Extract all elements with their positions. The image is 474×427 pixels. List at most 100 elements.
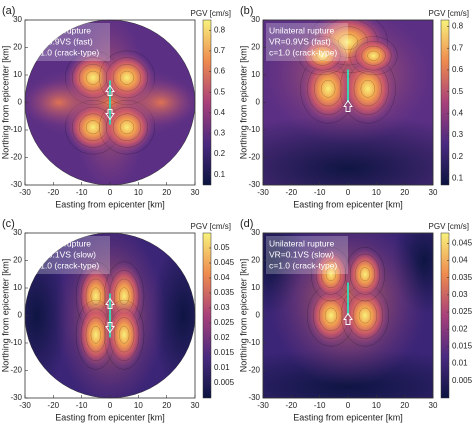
y-tick-label: 30 — [251, 228, 260, 237]
colorbar-tick-label: 0.02 — [214, 333, 230, 342]
arrow — [343, 99, 353, 112]
contour-line — [112, 64, 142, 92]
contour-line — [367, 50, 380, 61]
colorbar-tick-label: 0.04 — [452, 256, 468, 265]
annotation: Bilateral rupture — [31, 25, 91, 35]
colorbar-tick-label: 0.03 — [452, 290, 468, 299]
colorbar-label: PGV [cm/s] — [429, 222, 469, 231]
field-lobe — [25, 79, 95, 126]
x-tick-label: -10 — [76, 188, 88, 197]
y-tick-label: 20 — [251, 43, 260, 52]
y-axis-label: Northing from epicenter [km] — [238, 259, 248, 373]
contour-line — [114, 317, 135, 353]
y-tick-label: 20 — [13, 256, 22, 265]
colorbar-tick-label: 0.8 — [214, 25, 226, 34]
contour-line — [355, 41, 392, 71]
colorbar-tick-label: 0.7 — [452, 43, 464, 52]
y-tick-label: 10 — [13, 283, 22, 292]
x-tick-label: -20 — [286, 401, 298, 410]
y-tick-label: 20 — [251, 256, 260, 265]
y-axis-label: Northing from epicenter [km] — [238, 46, 248, 160]
y-tick-label: 10 — [13, 70, 22, 79]
colorbar — [440, 232, 450, 399]
panel-label: (c) — [2, 218, 15, 230]
y-tick-label: -20 — [248, 366, 260, 375]
x-tick-label: -20 — [48, 401, 60, 410]
contour-line — [359, 267, 371, 282]
annotation: VR=0.9VS (fast) — [269, 36, 331, 46]
colorbar-tick-label: 0.5 — [452, 87, 464, 96]
x-tick-label: 0 — [108, 188, 113, 197]
colorbar-tick-label: 0.045 — [452, 238, 473, 247]
colorbar-tick-label: 0.8 — [452, 22, 464, 31]
y-tick-label: 30 — [251, 15, 260, 24]
contour-line — [358, 307, 372, 324]
x-tick-label: -10 — [314, 188, 326, 197]
contour-line — [324, 307, 338, 324]
y-tick-label: 0 — [256, 98, 261, 107]
field-lobe — [125, 79, 195, 126]
colorbar-tick-label: 0.025 — [214, 318, 235, 327]
colorbar — [202, 232, 212, 399]
colorbar-tick-label: 0.4 — [452, 108, 464, 117]
colorbar-tick-label: 0.7 — [214, 46, 226, 55]
x-axis-label: Easting from epicenter [km] — [55, 412, 165, 422]
panel-label: (d) — [240, 218, 253, 230]
contour-line — [344, 247, 386, 302]
annotation-box — [28, 23, 110, 61]
y-tick-label: -30 — [248, 180, 260, 189]
colorbar-tick-label: 0.6 — [214, 67, 226, 76]
annotation: c=1.0 (crack-type) — [31, 47, 99, 57]
colorbar-tick-label: 0.6 — [452, 65, 464, 74]
field-lobe — [298, 36, 347, 75]
contour-line — [320, 260, 342, 288]
x-tick-label: 20 — [400, 401, 409, 410]
field-lobe — [104, 300, 144, 370]
y-tick-label: -30 — [10, 180, 22, 189]
colorbar-label: PGV [cm/s] — [191, 222, 231, 231]
contour-line — [349, 36, 398, 76]
field — [263, 233, 433, 398]
x-tick-label: 0 — [346, 188, 351, 197]
colorbar-label: PGV [cm/s] — [429, 9, 469, 18]
x-tick-label: 10 — [372, 188, 381, 197]
x-axis-label: Easting from epicenter [km] — [293, 412, 403, 422]
annotation: VR=0.1VS (slow) — [269, 249, 334, 259]
arrow — [105, 297, 115, 334]
y-tick-label: 10 — [251, 70, 260, 79]
colorbar — [440, 19, 450, 186]
y-axis-label: Northing from epicenter [km] — [0, 46, 10, 160]
field-lobe — [307, 284, 355, 347]
contour-line — [354, 260, 376, 288]
x-tick-label: 30 — [191, 188, 200, 197]
y-axis-label: Northing from epicenter [km] — [0, 259, 10, 373]
colorbar-tick-label: 0.1 — [214, 170, 226, 179]
field — [25, 20, 195, 185]
x-tick-label: -30 — [19, 401, 31, 410]
x-tick-label: -20 — [286, 188, 298, 197]
field-lobe — [349, 36, 398, 75]
y-tick-label: -10 — [10, 125, 22, 134]
x-tick-label: 10 — [134, 188, 143, 197]
panel-label: (b) — [240, 5, 253, 17]
colorbar-label: PGV [cm/s] — [191, 9, 231, 18]
colorbar — [202, 19, 212, 186]
contour-line — [304, 41, 341, 71]
y-tick-label: -30 — [248, 393, 260, 402]
y-tick-label: -20 — [10, 153, 22, 162]
x-tick-label: -20 — [48, 188, 60, 197]
colorbar-tick-label: 0.05 — [214, 243, 230, 252]
colorbar-tick-label: 0.03 — [214, 303, 230, 312]
colorbar-tick-label: 0.1 — [452, 174, 464, 183]
field-lobe — [345, 247, 385, 302]
field-lobe — [76, 300, 116, 370]
annotation-box — [266, 236, 348, 274]
y-tick-label: -10 — [248, 338, 260, 347]
x-tick-label: 30 — [429, 401, 438, 410]
field-lobe — [341, 284, 389, 347]
y-tick-label: 10 — [251, 283, 260, 292]
colorbar-tick-label: 0.035 — [214, 288, 235, 297]
contour-line — [361, 45, 386, 66]
